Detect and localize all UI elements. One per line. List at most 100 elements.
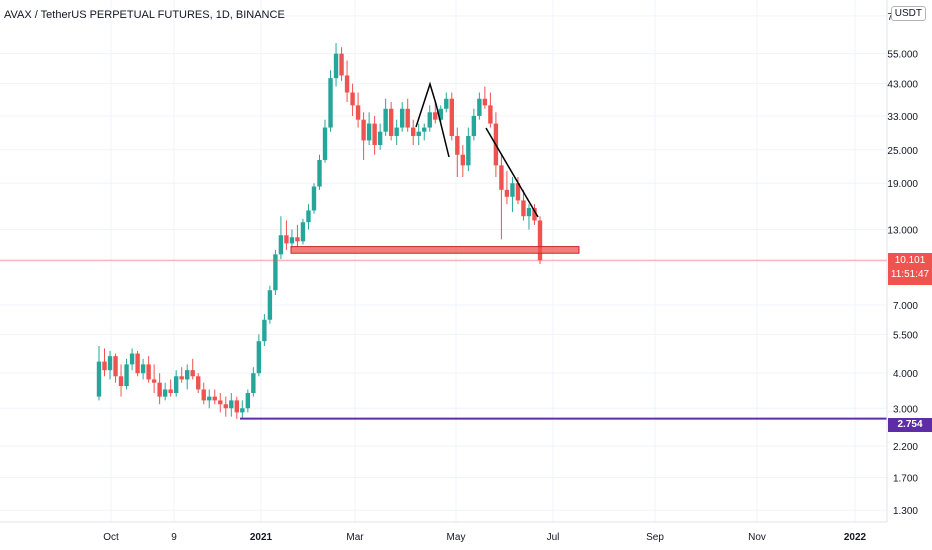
candle-body bbox=[207, 396, 212, 401]
candle-body bbox=[173, 376, 179, 393]
price-tick-label: 13.000 bbox=[887, 226, 918, 237]
candle-body bbox=[350, 92, 355, 106]
time-tick-label: Jul bbox=[547, 532, 560, 543]
price-axis[interactable]: 75.00055.00043.00033.00025.00019.00013.0… bbox=[887, 12, 918, 517]
candle-body bbox=[471, 115, 477, 136]
candle-body bbox=[284, 235, 289, 244]
candle-body bbox=[251, 373, 256, 393]
candle-body bbox=[190, 370, 195, 377]
candle-body bbox=[322, 127, 328, 160]
descending-trendline bbox=[485, 127, 539, 218]
candle-body bbox=[196, 376, 201, 390]
candle-body bbox=[151, 379, 157, 383]
candle-body bbox=[234, 400, 240, 413]
candle-body bbox=[482, 98, 488, 106]
candle-body bbox=[444, 98, 449, 109]
candle-body bbox=[433, 112, 438, 120]
price-tick-label: 5.500 bbox=[893, 330, 918, 341]
candle-body bbox=[355, 105, 361, 120]
candle-body bbox=[344, 75, 350, 93]
candle-body bbox=[333, 53, 339, 79]
time-tick-label: 2022 bbox=[844, 532, 867, 543]
candle-body bbox=[229, 400, 234, 409]
candle-body bbox=[96, 361, 102, 397]
candle-body bbox=[113, 356, 118, 377]
candle-body bbox=[124, 364, 129, 387]
candle-body bbox=[267, 290, 273, 320]
candle-body bbox=[488, 105, 493, 124]
candle-body bbox=[146, 364, 151, 380]
grid-lines bbox=[0, 0, 887, 522]
candle-body bbox=[532, 208, 537, 221]
time-tick-label: Mar bbox=[346, 532, 364, 543]
candle-body bbox=[240, 408, 245, 413]
candle-body bbox=[118, 376, 124, 387]
candle-body bbox=[416, 131, 421, 136]
candle-body bbox=[102, 361, 107, 371]
candle-body bbox=[185, 370, 190, 380]
price-tick-label: 19.000 bbox=[887, 179, 918, 190]
candle-body bbox=[256, 341, 262, 374]
candle-body bbox=[477, 98, 482, 116]
price-tick-label: 25.000 bbox=[887, 146, 918, 157]
price-tick-label: 33.000 bbox=[887, 112, 918, 123]
currency-unit-button[interactable]: USDT bbox=[890, 6, 926, 21]
candle-body bbox=[300, 222, 306, 242]
candlestick-series bbox=[96, 43, 543, 419]
pattern-trendline bbox=[415, 81, 450, 158]
candle-body bbox=[460, 154, 466, 166]
last-price-badge: 10.101 11:51:47 bbox=[888, 253, 932, 285]
candle-body bbox=[306, 210, 311, 223]
price-tick-label: 43.000 bbox=[887, 80, 918, 91]
candle-body bbox=[455, 135, 460, 155]
candle-body bbox=[521, 200, 526, 217]
candle-body bbox=[394, 127, 399, 136]
candle-body bbox=[438, 108, 443, 120]
price-tick-label: 7.000 bbox=[893, 301, 918, 312]
candle-body bbox=[504, 189, 510, 197]
candle-body bbox=[273, 254, 278, 291]
candle-body bbox=[289, 237, 295, 244]
candle-body bbox=[278, 235, 284, 255]
candle-body bbox=[466, 135, 471, 166]
candle-body bbox=[129, 353, 135, 365]
candle-body bbox=[168, 389, 173, 393]
support-level-badge: 2.754 bbox=[888, 418, 932, 432]
price-tick-label: 1.700 bbox=[893, 473, 918, 484]
candle-body bbox=[366, 123, 372, 141]
candle-body bbox=[405, 108, 410, 128]
time-tick-label: May bbox=[447, 532, 466, 543]
candle-body bbox=[317, 159, 322, 187]
price-tick-label: 1.300 bbox=[893, 506, 918, 517]
support-level-value: 2.754 bbox=[897, 419, 923, 430]
candle-body bbox=[377, 131, 383, 146]
price-tick-label: 4.000 bbox=[893, 369, 918, 380]
candle-body bbox=[411, 127, 416, 136]
time-tick-label: 9 bbox=[171, 532, 177, 543]
candle-body bbox=[201, 389, 206, 401]
candle-body bbox=[162, 389, 168, 397]
candle-body bbox=[179, 376, 184, 380]
time-tick-label: Sep bbox=[646, 532, 664, 543]
candle-body bbox=[515, 183, 521, 201]
candle-body bbox=[399, 108, 405, 128]
candle-body bbox=[372, 123, 377, 146]
candle-body bbox=[223, 404, 228, 409]
candle-body bbox=[449, 98, 454, 136]
time-tick-label: Nov bbox=[748, 532, 766, 543]
candle-body bbox=[383, 108, 388, 132]
time-tick-label: 2021 bbox=[250, 532, 273, 543]
candle-body bbox=[107, 356, 113, 371]
candle-body bbox=[135, 353, 140, 374]
time-axis[interactable]: Oct 9 2021 Mar May Jul Sep Nov 2022 bbox=[103, 532, 866, 543]
price-tick-label: 2.200 bbox=[893, 442, 918, 453]
candle-body bbox=[427, 112, 432, 128]
chart-title: AVAX / TetherUS PERPETUAL FUTURES, 1D, B… bbox=[4, 9, 285, 21]
candle-body bbox=[388, 108, 394, 136]
candle-body bbox=[140, 364, 146, 374]
candle-body bbox=[157, 382, 162, 397]
candle-body bbox=[295, 237, 300, 242]
candle-body bbox=[422, 127, 427, 132]
candle-body bbox=[218, 400, 223, 405]
